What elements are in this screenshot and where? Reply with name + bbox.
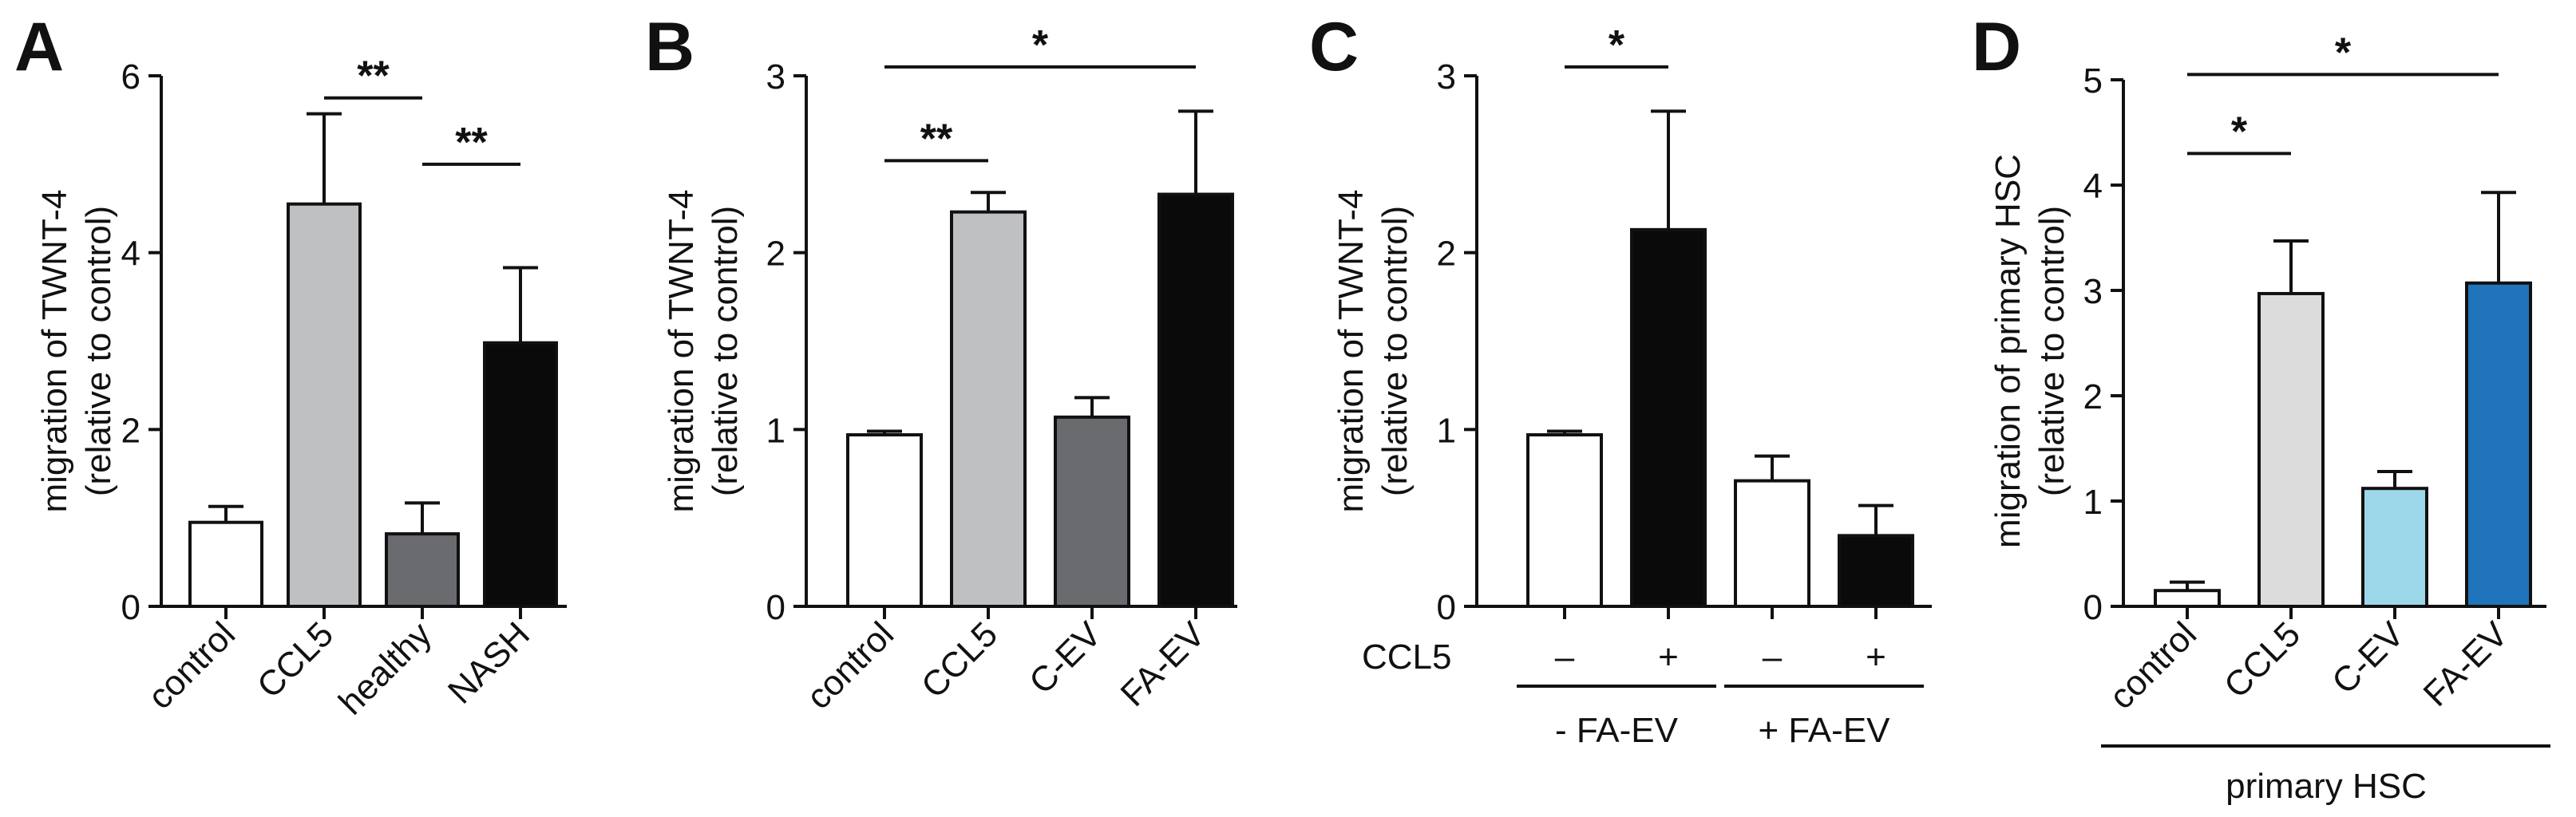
panel-a-category-label: control: [140, 614, 243, 716]
panel-a-ylabel-line1: migration of TWNT-4: [35, 189, 74, 512]
panel-c-y-tick-label: 2: [1437, 235, 1456, 274]
panel-a-y-tick-label: 4: [121, 235, 140, 274]
panel-d-y-tick-label: 4: [2083, 167, 2103, 206]
panel-b-significance-label: *: [1032, 22, 1049, 69]
panel-c-ccl5-row-label: CCL5: [1362, 637, 1452, 677]
panel-b-bar: [1157, 192, 1234, 608]
panel-a-category-label: CCL5: [250, 614, 341, 705]
panel-c-significance-label: *: [1609, 22, 1625, 69]
panel-b-significance-label: **: [920, 116, 953, 162]
panel-a-category-label: NASH: [441, 614, 537, 711]
panel-c-category-label: +: [1658, 637, 1679, 677]
panel-c-y-tick-label: 3: [1437, 57, 1456, 97]
panel-letter-c: C: [1309, 9, 1359, 85]
panel-a-y-tick-label: 0: [121, 588, 140, 627]
panel-b-ylabel-line1: migration of TWNT-4: [662, 189, 701, 512]
panel-c-category-label: –: [1555, 637, 1575, 677]
panel-d-bar: [2154, 589, 2221, 609]
panel-d-bar: [2465, 281, 2532, 608]
panel-c-y-tick-label: 1: [1437, 411, 1456, 450]
panel-d-category-label: control: [2102, 614, 2204, 716]
panel-a-bar: [188, 520, 263, 608]
panel-b-bar: [950, 210, 1027, 608]
panel-c-ylabel: migration of TWNT-4 (relative to control…: [1332, 189, 1415, 512]
panel-b-ylabel: migration of TWNT-4 (relative to control…: [662, 189, 745, 512]
panel-c-ylabel-line2: (relative to control): [1375, 206, 1415, 496]
panel-b-y-tick-label: 2: [766, 235, 785, 274]
panel-a-bar: [483, 341, 558, 608]
panel-c-y-tick-label: 0: [1437, 588, 1456, 627]
panel-d-category-label: CCL5: [2217, 614, 2308, 705]
panel-d-ylabel-line2: (relative to control): [2032, 206, 2071, 496]
panel-a-significance-label: **: [455, 120, 488, 166]
panel-d-y-tick-label: 3: [2083, 272, 2103, 311]
panel-c-bar: [1526, 432, 1603, 608]
panel-d-y-tick-label: 1: [2083, 483, 2103, 522]
panel-d-bar: [2361, 487, 2428, 608]
panel-a-significance-label: **: [357, 53, 390, 100]
panel-c-group-label: - FA-EV: [1555, 711, 1679, 750]
panel-c-bar: [1630, 227, 1707, 608]
panel-c-category-label: +: [1866, 637, 1886, 677]
panel-a-bar: [287, 202, 362, 608]
panel-b-category-label: CCL5: [914, 614, 1005, 705]
panel-c-category-label: –: [1763, 637, 1783, 677]
panel-b-category-label: FA-EV: [1114, 614, 1213, 714]
panel-d-category-label: C-EV: [2325, 614, 2412, 701]
panel-d-group-label: primary HSC: [2226, 767, 2427, 806]
panel-b: B migration of TWNT-4 (relative to contr…: [645, 9, 1237, 716]
panel-c-ylabel-line1: migration of TWNT-4: [1332, 189, 1371, 512]
panel-c-bar: [1838, 534, 1914, 608]
panel-d-ylabel-line1: migration of primary HSC: [1988, 154, 2028, 548]
panel-d-significance-label: *: [2231, 109, 2248, 155]
panel-d-y-tick-label: 2: [2083, 377, 2103, 416]
panel-c: C migration of TWNT-4 (relative to contr…: [1309, 9, 1932, 750]
panel-a-y-tick-label: 2: [121, 411, 140, 450]
panel-a-ylabel-line2: (relative to control): [79, 206, 118, 496]
panel-a: A migration of TWNT-4 (relative to contr…: [14, 9, 567, 722]
panel-b-bar: [1054, 415, 1130, 608]
panel-b-y-tick-label: 3: [766, 57, 785, 97]
panel-b-bar: [846, 432, 923, 608]
panel-d-y-tick-label: 0: [2083, 588, 2103, 627]
panel-d-ylabel: migration of primary HSC (relative to co…: [1988, 154, 2071, 548]
panel-d-significance-label: *: [2335, 30, 2352, 76]
panel-d-category-label: FA-EV: [2416, 614, 2516, 714]
panel-c-plot: 0 1 2 3 – + – + * - FA-EV + FA-EV: [1437, 22, 1932, 750]
panel-b-y-tick-label: 0: [766, 588, 785, 627]
panel-d-plot: 0 1 2 3 4 5 control CCL5 C-EV FA-EV * * primary HSC: [2083, 30, 2550, 806]
panel-b-category-label: C-EV: [1022, 614, 1109, 701]
panel-a-category-label: healthy: [331, 614, 439, 722]
panel-letter-d: D: [1972, 9, 2021, 85]
panel-a-y-tick-label: 6: [121, 57, 140, 97]
panel-d: D migration of primary HSC (relative to …: [1972, 9, 2550, 806]
panel-a-ylabel: migration of TWNT-4 (relative to control…: [35, 189, 118, 512]
panel-b-ylabel-line2: (relative to control): [706, 206, 745, 496]
panel-b-category-label: control: [799, 614, 901, 716]
panel-c-group-label: + FA-EV: [1758, 711, 1890, 750]
panel-d-bar: [2257, 291, 2325, 608]
panel-c-bar: [1734, 479, 1810, 608]
panel-b-y-tick-label: 1: [766, 411, 785, 450]
panel-a-bar: [385, 532, 460, 608]
panel-d-y-tick-label: 5: [2083, 61, 2103, 101]
panel-letter-a: A: [14, 9, 64, 85]
panel-letter-b: B: [645, 9, 694, 85]
